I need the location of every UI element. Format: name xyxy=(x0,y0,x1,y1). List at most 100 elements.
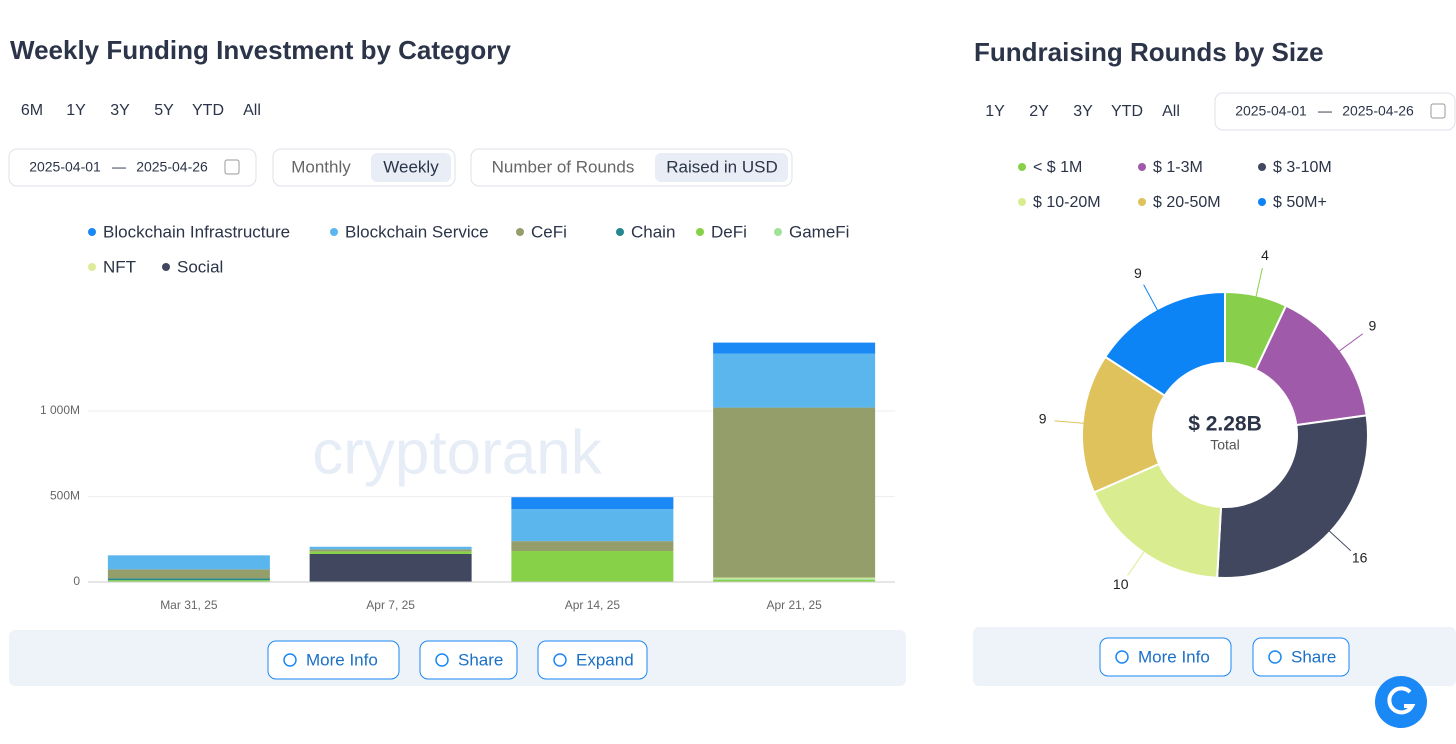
leader-line xyxy=(1326,528,1352,552)
range-button[interactable]: 3Y xyxy=(1073,103,1093,120)
button-icon xyxy=(283,653,297,667)
bar-segment xyxy=(107,569,270,579)
button-label: More Info xyxy=(306,650,378,669)
bar-segment xyxy=(309,551,472,554)
bar-segment xyxy=(713,342,876,354)
help-icon xyxy=(1387,686,1416,715)
footer-button[interactable] xyxy=(537,640,648,680)
legend-label[interactable]: Blockchain Service xyxy=(345,222,489,241)
data-label: 4 xyxy=(1261,247,1269,263)
range-button[interactable]: 6M xyxy=(21,102,43,119)
legend-marker xyxy=(1258,198,1266,206)
legend-marker xyxy=(774,228,782,236)
button-label: Expand xyxy=(576,650,634,669)
center-sublabel: Total xyxy=(1210,437,1240,453)
bar-segment xyxy=(511,541,674,552)
legend-marker xyxy=(330,228,338,236)
range-button[interactable]: YTD xyxy=(192,102,224,119)
button-label: Share xyxy=(1291,647,1336,666)
legend-label[interactable]: < $ 1M xyxy=(1033,159,1082,176)
legend-label[interactable]: $ 50M+ xyxy=(1273,194,1327,211)
center-label: $ 2.28B xyxy=(1188,413,1262,436)
bar-segment xyxy=(309,546,472,550)
bar-segment xyxy=(107,580,270,582)
date-separator: — xyxy=(112,159,126,175)
range-button[interactable]: 1Y xyxy=(985,103,1005,120)
range-button[interactable]: All xyxy=(243,102,261,119)
data-label: 16 xyxy=(1352,550,1368,566)
button-icon xyxy=(553,653,567,667)
y-tick-label: 0 xyxy=(73,574,80,588)
legend-label[interactable]: GameFi xyxy=(789,222,849,241)
legend-marker xyxy=(88,228,96,236)
range-button[interactable]: 2Y xyxy=(1029,103,1049,120)
legend-marker xyxy=(1138,163,1146,171)
period-option[interactable]: Monthly xyxy=(291,157,351,176)
bar-segment xyxy=(107,578,270,581)
date-from: 2025-04-01 xyxy=(29,159,101,175)
y-tick-label: 500M xyxy=(50,489,80,503)
donut-slice xyxy=(1216,414,1369,579)
x-tick-label: Mar 31, 25 xyxy=(160,598,218,612)
legend-label[interactable]: NFT xyxy=(103,257,136,276)
button-icon xyxy=(435,653,449,667)
bar-segment xyxy=(713,579,876,582)
date-separator: — xyxy=(1318,103,1332,119)
date-to: 2025-04-26 xyxy=(136,159,208,175)
leader-line xyxy=(1254,268,1263,300)
legend-label[interactable]: Social xyxy=(177,257,223,276)
data-label: 10 xyxy=(1113,576,1129,592)
period-option[interactable]: Weekly xyxy=(383,157,439,176)
bar-segment xyxy=(511,509,674,542)
bar-segment xyxy=(713,577,876,579)
range-button[interactable]: 1Y xyxy=(66,102,86,119)
range-button[interactable]: 3Y xyxy=(110,102,130,119)
button-icon xyxy=(1268,650,1282,664)
legend-label[interactable]: CeFi xyxy=(531,222,567,241)
range-button[interactable]: 5Y xyxy=(154,102,174,119)
legend-label[interactable]: $ 20-50M xyxy=(1153,194,1221,211)
legend-marker xyxy=(616,228,624,236)
footer-button[interactable] xyxy=(1252,637,1350,677)
footer-button[interactable] xyxy=(1099,637,1232,677)
legend-marker xyxy=(1018,163,1026,171)
x-tick-label: Apr 21, 25 xyxy=(766,598,822,612)
footer-button[interactable] xyxy=(419,640,518,680)
pie-title: Fundraising Rounds by Size xyxy=(974,37,1324,67)
metric-option[interactable]: Raised in USD xyxy=(666,157,778,176)
bar-segment xyxy=(107,555,270,570)
leader-line xyxy=(1127,548,1147,576)
legend-label[interactable]: DeFi xyxy=(711,222,747,241)
button-icon xyxy=(1115,650,1129,664)
bar-title: Weekly Funding Investment by Category xyxy=(10,35,511,65)
legend-marker xyxy=(696,228,704,236)
leader-line xyxy=(1143,284,1160,313)
legend-label[interactable]: $ 10-20M xyxy=(1033,194,1101,211)
button-label: Share xyxy=(458,650,503,669)
date-picker[interactable] xyxy=(1214,92,1456,131)
x-tick-label: Apr 14, 25 xyxy=(565,598,621,612)
date-to: 2025-04-26 xyxy=(1342,103,1414,119)
legend-label[interactable]: $ 1-3M xyxy=(1153,159,1203,176)
metric-active xyxy=(655,153,788,182)
date-picker[interactable] xyxy=(8,148,257,187)
range-button[interactable]: YTD xyxy=(1111,103,1143,120)
help-button[interactable] xyxy=(1375,676,1427,728)
legend-label[interactable]: Chain xyxy=(631,222,675,241)
data-label: 9 xyxy=(1039,411,1047,427)
date-from: 2025-04-01 xyxy=(1235,103,1307,119)
legend-label[interactable]: $ 3-10M xyxy=(1273,159,1332,176)
footer-button[interactable] xyxy=(267,640,400,680)
data-label: 9 xyxy=(1134,265,1142,281)
metric-option[interactable]: Number of Rounds xyxy=(492,157,635,176)
bar-segment xyxy=(309,553,472,582)
legend-marker xyxy=(1138,198,1146,206)
x-tick-label: Apr 7, 25 xyxy=(366,598,415,612)
legend-marker xyxy=(1018,198,1026,206)
y-tick-label: 1 000M xyxy=(40,403,80,417)
legend-label[interactable]: Blockchain Infrastructure xyxy=(103,222,290,241)
range-button[interactable]: All xyxy=(1162,103,1180,120)
bar-segment xyxy=(713,407,876,578)
